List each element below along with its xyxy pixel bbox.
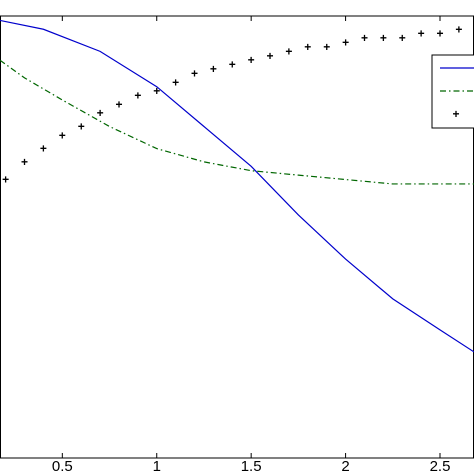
data-point: + — [21, 155, 28, 169]
x-tick-label: 2 — [341, 458, 349, 474]
data-point: + — [40, 142, 47, 156]
data-point: + — [134, 89, 141, 103]
x-tick-label: 1 — [153, 458, 161, 474]
data-point: + — [2, 173, 9, 187]
legend-sample: + — [452, 107, 459, 121]
data-point: + — [285, 44, 292, 58]
x-tick-label: 1.5 — [241, 458, 262, 474]
data-point: + — [342, 36, 349, 50]
data-point: + — [304, 40, 311, 54]
data-point: + — [172, 75, 179, 89]
data-point: + — [267, 49, 274, 63]
data-point: + — [323, 40, 330, 54]
data-point: + — [115, 97, 122, 111]
data-point: + — [59, 128, 66, 142]
x-tick-label: 0.5 — [52, 458, 73, 474]
data-point: + — [97, 106, 104, 120]
data-line — [0, 19, 474, 353]
data-point: + — [78, 120, 85, 134]
data-point: + — [418, 27, 425, 41]
data-point: + — [229, 58, 236, 72]
data-point: + — [210, 62, 217, 76]
data-point: + — [455, 22, 462, 36]
data-point: + — [437, 27, 444, 41]
x-tick-label: 2.5 — [430, 458, 451, 474]
data-point: + — [380, 31, 387, 45]
data-point: + — [399, 31, 406, 45]
data-point: + — [361, 31, 368, 45]
data-point: + — [191, 66, 198, 80]
data-line — [0, 59, 474, 185]
data-point: + — [153, 84, 160, 98]
data-point: + — [248, 53, 255, 67]
